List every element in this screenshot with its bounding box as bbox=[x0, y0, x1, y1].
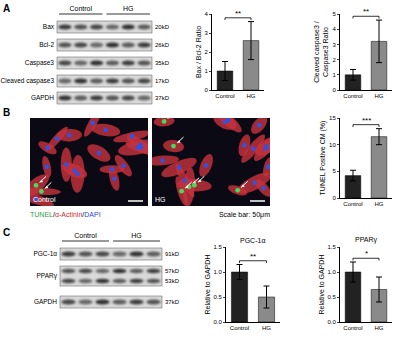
svg-text:1.0: 1.0 bbox=[327, 269, 336, 275]
svg-text:2: 2 bbox=[332, 57, 336, 63]
svg-text:PGC-1α: PGC-1α bbox=[33, 250, 57, 257]
svg-text:PPARγ: PPARγ bbox=[355, 236, 378, 244]
svg-text:57kD: 57kD bbox=[165, 268, 180, 274]
svg-text:Control: Control bbox=[74, 232, 97, 239]
svg-text:1.0: 1.0 bbox=[213, 269, 222, 275]
svg-text:0: 0 bbox=[332, 87, 336, 93]
svg-text:TUNEL/α-Actinin/DAPI: TUNEL/α-Actinin/DAPI bbox=[30, 211, 101, 218]
svg-text:PGC-1α: PGC-1α bbox=[240, 237, 265, 244]
svg-text:0.5: 0.5 bbox=[213, 294, 222, 300]
svg-text:HG: HG bbox=[155, 196, 166, 203]
svg-text:A: A bbox=[3, 3, 10, 14]
svg-text:Control: Control bbox=[69, 5, 92, 12]
svg-text:15: 15 bbox=[329, 115, 336, 121]
svg-text:Control: Control bbox=[215, 93, 234, 99]
svg-text:B: B bbox=[3, 107, 10, 118]
svg-text:4: 4 bbox=[204, 11, 208, 17]
svg-text:Scale bar: 50μm: Scale bar: 50μm bbox=[219, 211, 270, 219]
svg-text:HG: HG bbox=[123, 5, 134, 12]
svg-text:3: 3 bbox=[332, 42, 336, 48]
svg-text:Control: Control bbox=[33, 196, 56, 203]
svg-text:Control: Control bbox=[343, 325, 362, 331]
svg-text:5: 5 bbox=[332, 168, 336, 174]
svg-text:53kD: 53kD bbox=[165, 278, 180, 284]
svg-text:Bax / Bcl-2 Ratio: Bax / Bcl-2 Ratio bbox=[195, 26, 202, 78]
svg-text:GAPDH: GAPDH bbox=[31, 94, 54, 101]
svg-text:**: ** bbox=[235, 9, 241, 18]
svg-text:0.0: 0.0 bbox=[327, 319, 336, 325]
svg-text:10: 10 bbox=[329, 142, 336, 148]
svg-text:Relative to GAPDH: Relative to GAPDH bbox=[204, 255, 211, 315]
svg-text:HG: HG bbox=[247, 93, 256, 99]
svg-text:HG: HG bbox=[262, 325, 271, 331]
svg-text:4: 4 bbox=[332, 26, 336, 32]
svg-text:Cleaved caspase3 /Caspase3 Rat: Cleaved caspase3 /Caspase3 Ratio bbox=[313, 21, 330, 83]
svg-text:HG: HG bbox=[131, 232, 142, 239]
svg-text:Bax: Bax bbox=[43, 23, 55, 30]
svg-text:Caspase3: Caspase3 bbox=[25, 59, 55, 67]
svg-text:Relative to GAPDH: Relative to GAPDH bbox=[318, 255, 325, 315]
svg-text:***: *** bbox=[362, 116, 371, 125]
svg-text:Bcl-2: Bcl-2 bbox=[39, 41, 54, 48]
svg-text:*: * bbox=[365, 249, 368, 258]
svg-text:**: ** bbox=[363, 7, 369, 16]
svg-text:Control: Control bbox=[343, 201, 362, 207]
svg-text:5: 5 bbox=[332, 11, 336, 17]
svg-text:20kD: 20kD bbox=[155, 24, 170, 30]
svg-text:C: C bbox=[3, 227, 10, 238]
svg-text:HG: HG bbox=[375, 93, 384, 99]
svg-text:HG: HG bbox=[375, 325, 384, 331]
svg-text:1: 1 bbox=[332, 72, 336, 78]
svg-text:1: 1 bbox=[204, 68, 208, 74]
svg-text:Cleaved caspase3: Cleaved caspase3 bbox=[1, 77, 55, 85]
svg-text:1.5: 1.5 bbox=[213, 244, 222, 250]
svg-text:PPARγ: PPARγ bbox=[37, 272, 58, 280]
svg-text:HG: HG bbox=[375, 201, 384, 207]
svg-text:2: 2 bbox=[204, 49, 208, 55]
svg-text:0.0: 0.0 bbox=[213, 319, 222, 325]
svg-text:GAPDH: GAPDH bbox=[34, 298, 57, 305]
svg-text:17kD: 17kD bbox=[155, 78, 170, 84]
svg-text:0.5: 0.5 bbox=[327, 294, 336, 300]
svg-text:37kD: 37kD bbox=[155, 95, 170, 101]
svg-text:**: ** bbox=[250, 252, 256, 261]
svg-text:Control: Control bbox=[343, 93, 362, 99]
svg-text:0: 0 bbox=[332, 195, 336, 201]
svg-text:TUNEL Positive CM (%): TUNEL Positive CM (%) bbox=[319, 121, 327, 196]
svg-text:91kD: 91kD bbox=[165, 251, 180, 257]
svg-text:37kD: 37kD bbox=[165, 299, 180, 305]
svg-text:1.5: 1.5 bbox=[327, 244, 336, 250]
svg-text:0: 0 bbox=[204, 87, 208, 93]
svg-text:Control: Control bbox=[230, 325, 249, 331]
svg-text:35kD: 35kD bbox=[155, 60, 170, 66]
svg-text:26kD: 26kD bbox=[155, 42, 170, 48]
svg-text:3: 3 bbox=[204, 30, 208, 36]
